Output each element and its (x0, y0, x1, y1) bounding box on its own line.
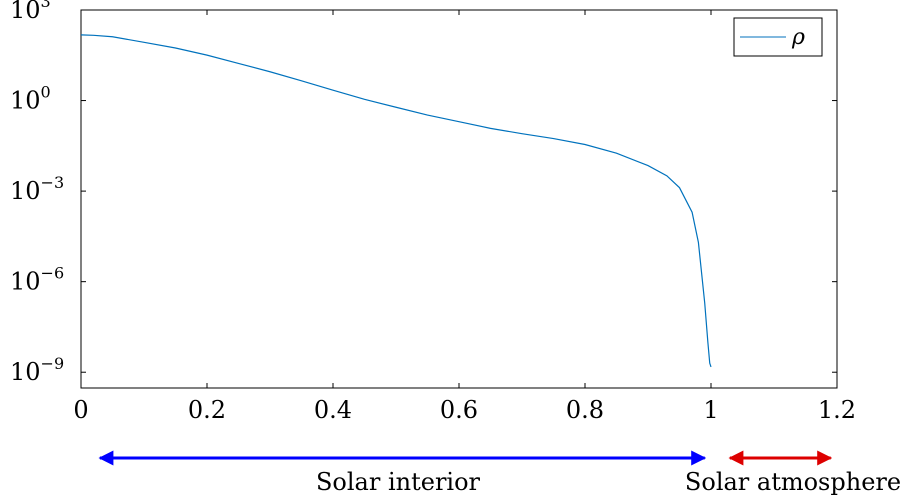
y-tick-label: 103 (10, 0, 51, 24)
x-tick-label: 0.6 (440, 396, 478, 424)
legend: ρ (733, 17, 823, 57)
legend-label-rho: ρ (791, 25, 805, 50)
x-tick-label: 0.4 (314, 396, 352, 424)
y-tick-label: 10−9 (10, 354, 64, 386)
solar-interior-label: Solar interior (316, 468, 481, 496)
density-line-rho (80, 34, 712, 368)
x-tick-label: 1 (703, 396, 718, 424)
y-tick-label: 10−3 (10, 173, 64, 205)
solar-interior-annotation: Solar interior (98, 450, 707, 496)
solar-atmosphere-label: Solar atmosphere (685, 468, 901, 496)
x-tick-label: 1.2 (818, 396, 856, 424)
solar-atmosphere-annotation: Solar atmosphere (685, 450, 901, 496)
x-tick-label: 0.8 (566, 396, 604, 424)
x-axis: 0 0.2 0.4 0.6 0.8 1 1.2 (73, 10, 856, 424)
y-tick-label: 100 (10, 83, 51, 115)
series-layer (80, 34, 712, 368)
y-axis: 10−9 10−6 10−3 100 103 (10, 0, 837, 386)
y-tick-label: 10−6 (10, 264, 64, 296)
x-tick-label: 0.2 (188, 396, 226, 424)
x-tick-label: 0 (73, 396, 88, 424)
plot-area-frame (80, 9, 838, 389)
